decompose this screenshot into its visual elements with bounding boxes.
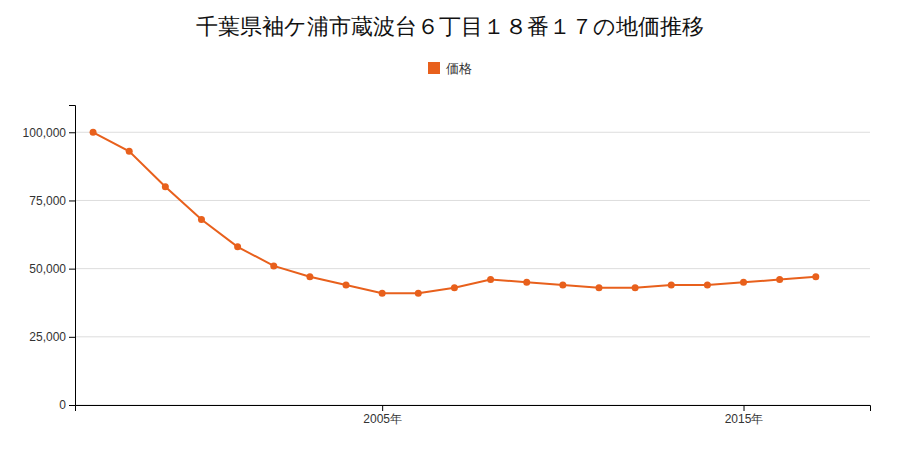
point (668, 282, 675, 289)
tick-label: 100,000 (23, 126, 67, 140)
tick-label: 2015年 (725, 412, 764, 426)
axis-line (69, 106, 76, 406)
grid-line (75, 268, 870, 269)
point (306, 273, 313, 280)
point (198, 216, 205, 223)
point (740, 279, 747, 286)
point (523, 279, 530, 286)
point (90, 129, 97, 136)
tick-mark (69, 337, 75, 338)
grid-line (75, 336, 870, 337)
line (93, 132, 816, 293)
tick: 75,000 (29, 194, 75, 208)
legend-item: 価格 (428, 61, 472, 76)
point (126, 148, 133, 155)
tick: 25,000 (29, 330, 75, 344)
tick: 2015年 (725, 405, 764, 426)
point (162, 183, 169, 190)
plot: 2005年 2015年 0 25,000 50,000 75,000 100,000 (23, 106, 871, 426)
point (415, 290, 422, 297)
point (595, 284, 602, 291)
tick-mark (69, 405, 75, 406)
legend: 価格 (428, 61, 472, 76)
point (234, 243, 241, 250)
point (451, 284, 458, 291)
tick: 0 (59, 398, 75, 412)
marks (90, 129, 820, 297)
point (812, 273, 819, 280)
grid (75, 132, 870, 405)
point (776, 276, 783, 283)
point (343, 282, 350, 289)
point (559, 282, 566, 289)
y-axis: 0 25,000 50,000 75,000 100,000 (23, 106, 76, 413)
tick-mark (69, 132, 75, 133)
tick: 50,000 (29, 262, 75, 276)
legend-label: 価格 (446, 61, 472, 76)
tick-mark (382, 405, 383, 411)
tick-label: 0 (59, 398, 66, 412)
point (632, 284, 639, 291)
tick-mark (744, 405, 745, 411)
x-axis: 2005年 2015年 (76, 405, 871, 426)
tick-label: 2005年 (363, 412, 402, 426)
axis-line (76, 406, 871, 412)
tick-label: 50,000 (29, 262, 66, 276)
tick-mark (69, 200, 75, 201)
tick-label: 75,000 (29, 194, 66, 208)
point (704, 282, 711, 289)
point (270, 262, 277, 269)
title: 千葉県袖ケ浦市蔵波台６丁目１８番１７の地価推移 (196, 14, 704, 39)
tick-mark (69, 269, 75, 270)
tick: 100,000 (23, 126, 75, 140)
chart: 千葉県袖ケ浦市蔵波台６丁目１８番１７の地価推移 2005年 2015年 0 25,000… (0, 0, 900, 450)
legend-swatch (428, 62, 440, 74)
tick-label: 25,000 (29, 330, 66, 344)
tick: 2005年 (363, 405, 402, 426)
point (487, 276, 494, 283)
point (379, 290, 386, 297)
grid-line (75, 132, 870, 133)
grid-line (75, 200, 870, 201)
